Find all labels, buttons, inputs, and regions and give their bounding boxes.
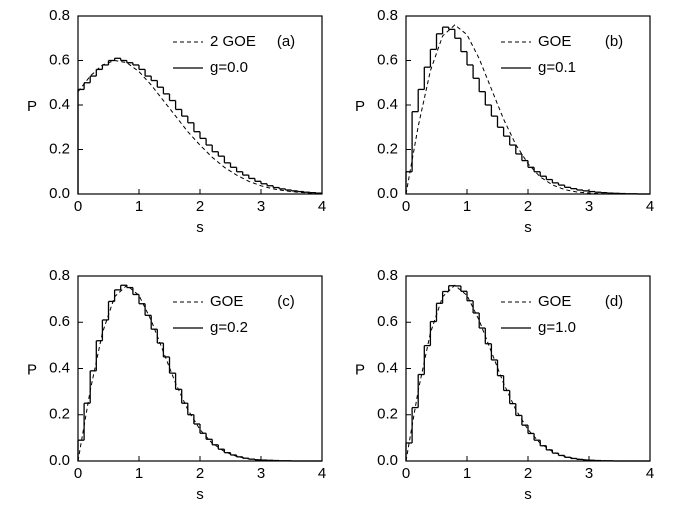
y-tick-label: 0.2 <box>49 140 70 157</box>
y-tick-label: 0.6 <box>377 51 398 68</box>
y-tick-label: 0.2 <box>377 406 398 423</box>
y-tick-label: 0.4 <box>49 96 70 113</box>
y-tick-label: 0.8 <box>377 267 398 284</box>
legend-label: g=1.0 <box>538 319 576 336</box>
theory-curve <box>405 284 650 462</box>
theory-curve <box>77 284 322 462</box>
legend-label: GOE <box>538 33 571 50</box>
panel-label: (d) <box>605 293 623 310</box>
y-tick-label: 0.0 <box>377 452 398 469</box>
y-tick-label: 0.4 <box>49 359 70 376</box>
y-axis-label: P <box>355 361 365 378</box>
y-tick-label: 0.6 <box>49 313 70 330</box>
x-tick-label: 0 <box>402 198 410 215</box>
x-axis-label: s <box>196 219 204 236</box>
x-tick-label: 1 <box>135 198 143 215</box>
legend-label: g=0.1 <box>538 59 576 76</box>
x-tick-label: 3 <box>257 198 265 215</box>
y-tick-label: 0.8 <box>377 7 398 24</box>
x-tick-label: 0 <box>74 465 82 482</box>
x-axis-label: s <box>524 486 532 503</box>
x-tick-label: 2 <box>196 465 204 482</box>
x-tick-label: 3 <box>585 198 593 215</box>
panel-label: (c) <box>277 293 295 310</box>
y-tick-label: 0.6 <box>49 51 70 68</box>
y-axis-label: P <box>27 361 37 378</box>
y-axis-label: P <box>355 98 365 115</box>
x-tick-label: 3 <box>257 465 265 482</box>
y-tick-label: 0.0 <box>49 185 70 202</box>
y-axis-label: P <box>27 98 37 115</box>
x-axis-label: s <box>524 219 532 236</box>
x-tick-label: 4 <box>646 465 654 482</box>
legend-label: GOE <box>210 293 243 310</box>
panel-label: (b) <box>605 33 623 50</box>
y-tick-label: 0.6 <box>377 313 398 330</box>
x-tick-label: 1 <box>463 198 471 215</box>
y-tick-label: 0.0 <box>49 452 70 469</box>
legend-label: g=0.0 <box>210 59 248 76</box>
theory-curve <box>77 59 323 195</box>
panel-label: (a) <box>277 33 295 50</box>
x-tick-label: 0 <box>402 465 410 482</box>
legend-label: 2 GOE <box>210 33 256 50</box>
x-tick-label: 4 <box>646 198 654 215</box>
y-tick-label: 0.2 <box>377 140 398 157</box>
theory-curve <box>405 24 650 195</box>
y-tick-label: 0.8 <box>49 267 70 284</box>
x-tick-label: 4 <box>318 198 326 215</box>
x-tick-label: 2 <box>524 465 532 482</box>
x-tick-label: 2 <box>196 198 204 215</box>
x-axis-label: s <box>196 486 204 503</box>
x-tick-label: 2 <box>524 198 532 215</box>
y-tick-label: 0.4 <box>377 96 398 113</box>
y-tick-label: 0.8 <box>49 7 70 24</box>
legend-label: GOE <box>538 293 571 310</box>
x-tick-label: 1 <box>135 465 143 482</box>
y-tick-label: 0.4 <box>377 359 398 376</box>
x-tick-label: 3 <box>585 465 593 482</box>
y-tick-label: 0.2 <box>49 406 70 423</box>
x-tick-label: 4 <box>318 465 326 482</box>
x-tick-label: 0 <box>74 198 82 215</box>
legend-label: g=0.2 <box>210 319 248 336</box>
x-tick-label: 1 <box>463 465 471 482</box>
y-tick-label: 0.0 <box>377 185 398 202</box>
